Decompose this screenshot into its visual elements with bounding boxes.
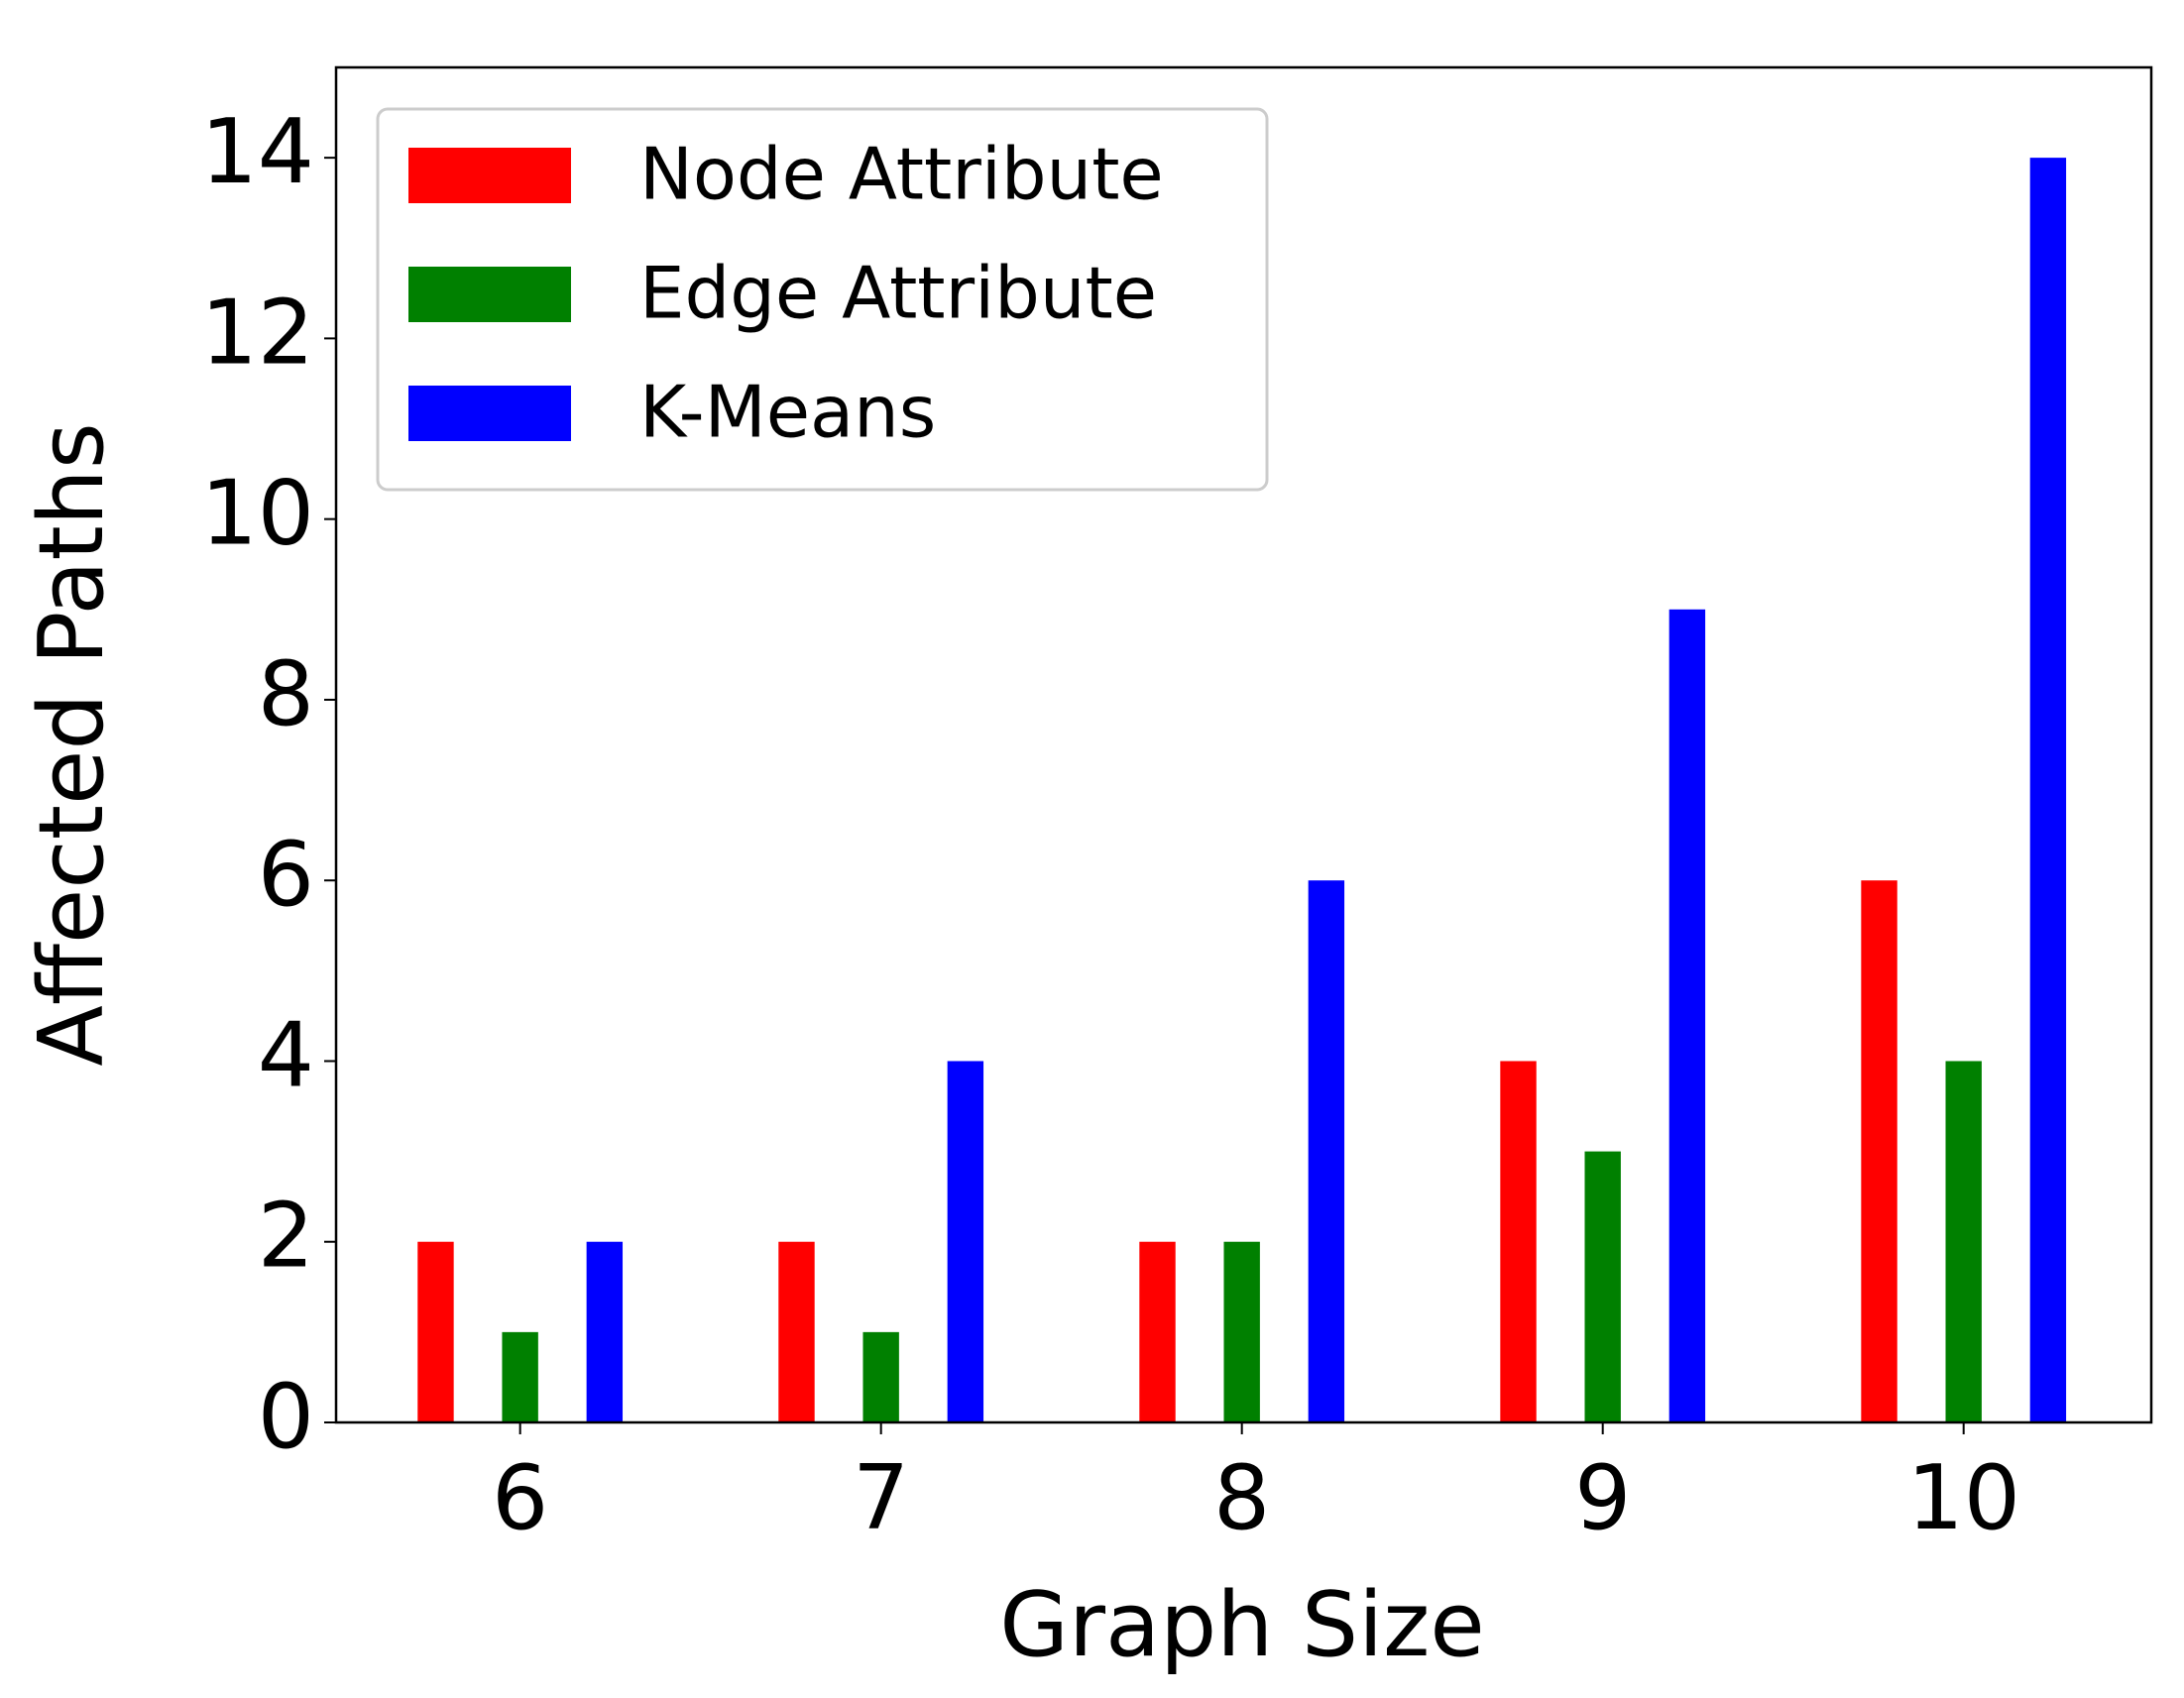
legend-swatch bbox=[408, 148, 571, 203]
legend-label: Node Attribute bbox=[639, 133, 1164, 216]
x-tick-label: 9 bbox=[1574, 1446, 1631, 1550]
legend-swatch bbox=[408, 267, 571, 322]
y-tick-label: 4 bbox=[258, 1003, 314, 1107]
x-tick-label: 8 bbox=[1213, 1446, 1270, 1550]
bar bbox=[778, 1241, 815, 1422]
bar bbox=[1308, 880, 1345, 1422]
plot-frame bbox=[334, 65, 2153, 1424]
bar bbox=[502, 1331, 538, 1422]
bar bbox=[586, 1241, 624, 1422]
y-axis-label: Affected Paths bbox=[20, 422, 124, 1066]
y-tick-label: 12 bbox=[200, 281, 314, 385]
y-tick-label: 6 bbox=[258, 823, 314, 927]
y-tick-label: 8 bbox=[258, 642, 314, 746]
bar bbox=[1500, 1061, 1537, 1422]
bar bbox=[1668, 609, 1706, 1422]
bar bbox=[1861, 880, 1897, 1422]
bar bbox=[1139, 1241, 1176, 1422]
bar bbox=[1223, 1241, 1260, 1422]
bar bbox=[2029, 158, 2067, 1423]
bar bbox=[417, 1241, 454, 1422]
bar bbox=[1584, 1151, 1621, 1422]
y-tick-label: 2 bbox=[258, 1185, 314, 1289]
legend-box bbox=[376, 107, 1269, 492]
legend-swatch bbox=[408, 386, 571, 441]
y-tick-label: 14 bbox=[200, 100, 314, 204]
legend-label: Edge Attribute bbox=[639, 252, 1157, 335]
bar bbox=[862, 1331, 899, 1422]
x-tick-label: 10 bbox=[1906, 1446, 2020, 1550]
x-axis-label: Graph Size bbox=[999, 1573, 1484, 1677]
y-tick-label: 0 bbox=[258, 1365, 314, 1469]
legend-label: K-Means bbox=[639, 371, 936, 454]
bar bbox=[947, 1061, 984, 1422]
bar bbox=[1945, 1061, 1982, 1422]
x-tick-label: 6 bbox=[492, 1446, 548, 1550]
y-tick-label: 10 bbox=[200, 462, 314, 566]
x-tick-label: 7 bbox=[853, 1446, 909, 1550]
